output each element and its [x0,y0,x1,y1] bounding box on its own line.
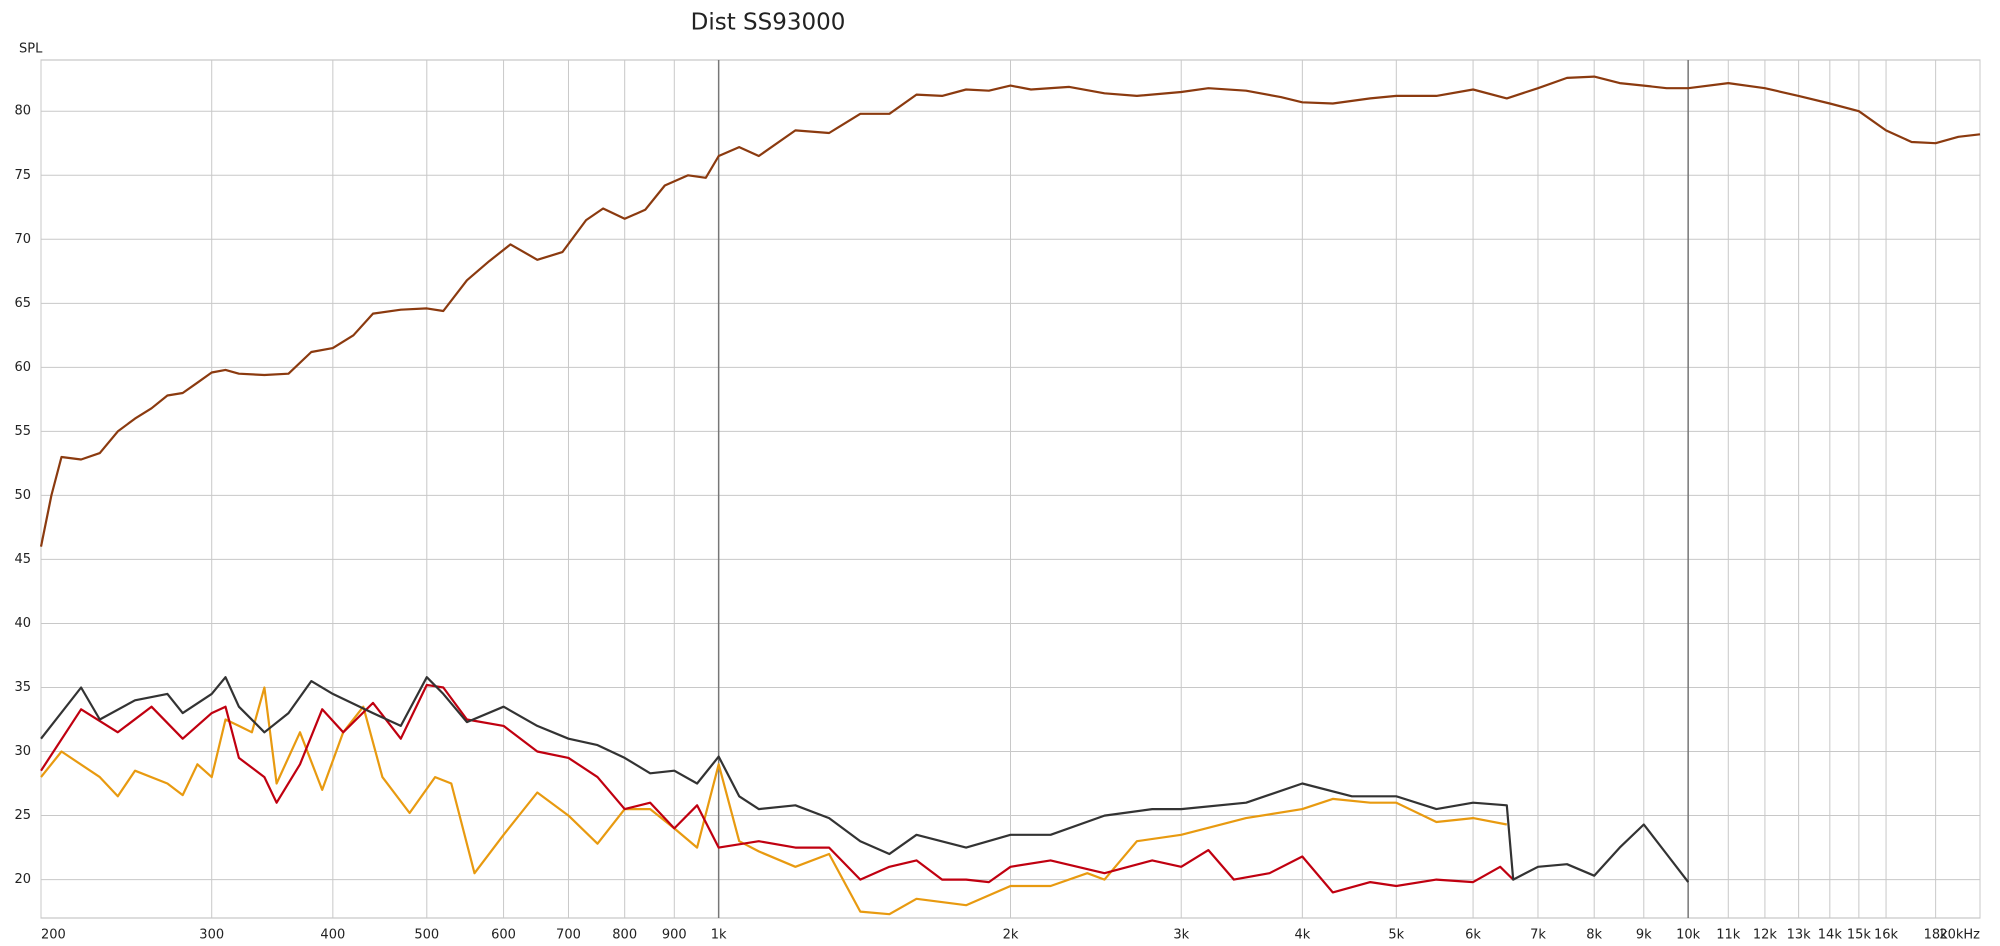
y-tick-label: 25 [14,808,31,823]
x-tick-label: 11k [1716,928,1741,943]
x-tick-label: 5k [1388,928,1404,943]
series-line [40,683,1514,894]
y-tick-label: 30 [14,744,31,759]
x-tick-label: 7k [1530,928,1546,943]
x-tick-label: 4k [1294,928,1310,943]
x-tick-label: 20kHz [1939,928,1980,943]
x-tick-label: 13k [1787,928,1812,943]
y-tick-label: 50 [14,488,31,503]
y-tick-label: 40 [14,616,31,631]
x-tick-label: 300 [199,928,224,943]
x-tick-label: 2k [1003,928,1019,943]
x-tick-label: 200 [41,928,66,943]
x-tick-label: 900 [662,928,687,943]
series-line [40,686,1508,916]
x-tick-label: 6k [1465,928,1481,943]
x-tick-label: 600 [491,928,516,943]
x-tick-label: 500 [414,928,439,943]
x-tick-label: 18k [1924,928,1949,943]
y-tick-label: 20 [14,872,31,887]
x-tick-label: 16k [1874,928,1899,943]
y-tick-label: 75 [14,168,31,183]
x-tick-label: 3k [1173,928,1189,943]
x-tick-label: 8k [1586,928,1602,943]
x-tick-label: 700 [556,928,581,943]
series-line [39,75,1981,547]
x-tick-label: 400 [320,928,345,943]
x-tick-label: 9k [1636,928,1652,943]
x-tick-label: 14k [1818,928,1843,943]
y-tick-label: 45 [14,552,31,567]
x-tick-label: 800 [612,928,637,943]
x-tick-label: 12k [1753,928,1778,943]
chart-title: Dist SS93000 [691,10,846,36]
series-line [40,676,1690,883]
y-tick-label: 65 [14,296,31,311]
y-tick-label: 35 [14,680,31,695]
x-tick-label: 1k [711,928,727,943]
x-tick-label: 15k [1847,928,1872,943]
y-tick-label: 80 [14,104,31,119]
y-axis-label: SPL [19,42,43,57]
x-tick-label: 10k [1676,928,1701,943]
y-tick-label: 60 [14,360,31,375]
y-tick-label: 55 [14,424,31,439]
y-tick-label: 70 [14,232,31,247]
